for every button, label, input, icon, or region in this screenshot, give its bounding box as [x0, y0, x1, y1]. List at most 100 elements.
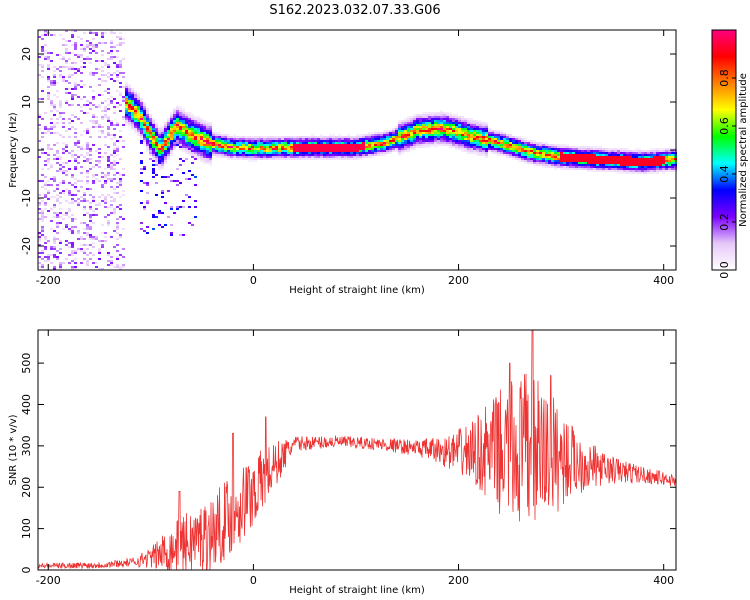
spectrogram-cell — [53, 256, 56, 258]
spectrogram-cell — [470, 144, 473, 146]
spectrogram-cell — [62, 192, 65, 194]
spectrogram-cell — [587, 168, 590, 170]
spectrogram-cell — [584, 162, 587, 164]
spectrogram-cell — [560, 154, 563, 156]
spectrogram-cell — [587, 158, 590, 160]
spectrogram-cell — [113, 174, 116, 176]
spectrogram-cell — [86, 262, 89, 264]
spectrogram-cell — [614, 170, 617, 172]
spectrogram-cell — [134, 96, 137, 98]
spectrogram-cell — [362, 138, 365, 140]
spectrogram-cell — [662, 156, 665, 158]
spectrogram-cell — [113, 164, 116, 166]
spectrogram-cell — [266, 144, 269, 146]
spectrogram-cell — [140, 152, 143, 154]
spectrogram-cell — [131, 102, 134, 104]
spectrogram-cell — [329, 138, 332, 140]
spectrogram-cell — [140, 134, 143, 136]
spectrogram-cell — [359, 144, 362, 146]
spectrogram-cell — [599, 162, 602, 164]
spectrogram-cell — [134, 114, 137, 116]
spectrogram-cell — [227, 144, 230, 146]
spectrogram-cell — [212, 136, 215, 138]
spectrogram-cell — [86, 100, 89, 102]
spectrogram-cell — [50, 104, 53, 106]
spectrogram-cell — [482, 154, 485, 156]
spectrogram-cell — [224, 144, 227, 146]
spectrogram-cell — [245, 152, 248, 154]
spectrogram-cell — [326, 150, 329, 152]
spectrogram-cell — [119, 92, 122, 94]
spectrogram-cell — [104, 206, 107, 208]
spectrogram-cell — [452, 116, 455, 118]
spectrogram-cell — [398, 154, 401, 156]
spectrogram-cell — [335, 140, 338, 142]
spectrogram-cell — [167, 124, 170, 126]
spectrogram-cell — [161, 192, 164, 194]
spectrogram-cell — [287, 146, 290, 148]
spectrogram-cell — [305, 156, 308, 158]
spectrogram-cell — [470, 132, 473, 134]
spectrogram-cell — [92, 116, 95, 118]
spectrogram-cell — [62, 170, 65, 172]
spectrogram-cell — [140, 162, 143, 164]
spectrogram-cell — [395, 144, 398, 146]
spectrogram-cell — [176, 184, 179, 186]
spectrogram-cell — [230, 148, 233, 150]
spectrogram-cell — [89, 86, 92, 88]
spectrogram-cell — [638, 150, 641, 152]
y-tick-label: 0 — [20, 147, 33, 154]
spectrogram-cell — [152, 128, 155, 130]
spectrogram-cell — [344, 140, 347, 142]
spectrogram-cell — [548, 166, 551, 168]
spectrogram-cell — [338, 136, 341, 138]
spectrogram-cell — [110, 180, 113, 182]
spectrogram-cell — [428, 146, 431, 148]
spectrogram-cell — [206, 160, 209, 162]
spectrogram-cell — [380, 138, 383, 140]
spectrogram-cell — [665, 168, 668, 170]
spectrogram-cell — [65, 170, 68, 172]
spectrogram-cell — [530, 142, 533, 144]
spectrogram-cell — [77, 204, 80, 206]
spectrogram-cell — [668, 150, 671, 152]
spectrogram-cell — [68, 68, 71, 70]
spectrogram-cell — [257, 152, 260, 154]
spectrogram-cell — [107, 254, 110, 256]
spectrogram-cell — [260, 146, 263, 148]
spectrogram-cell — [470, 148, 473, 150]
spectrogram-cell — [122, 228, 125, 230]
spectrogram-cell — [347, 158, 350, 160]
spectrogram-cell — [620, 164, 623, 166]
spectrogram-cell — [50, 254, 53, 256]
spectrogram-cell — [407, 124, 410, 126]
spectrogram-cell — [443, 132, 446, 134]
spectrogram-cell — [47, 160, 50, 162]
spectrogram-cell — [209, 124, 212, 126]
spectrogram-cell — [308, 138, 311, 140]
spectrogram-cell — [467, 144, 470, 146]
spectrogram-cell — [125, 108, 128, 110]
spectrogram-cell — [62, 262, 65, 264]
spectrogram-cell — [188, 178, 191, 180]
spectrogram-cell — [383, 134, 386, 136]
spectrogram-cell — [242, 158, 245, 160]
spectrogram-cell — [365, 156, 368, 158]
spectrogram-cell — [149, 132, 152, 134]
spectrogram-cell — [140, 130, 143, 132]
spectrogram-cell — [590, 166, 593, 168]
spectrogram-cell — [215, 144, 218, 146]
spectrogram-cell — [431, 114, 434, 116]
spectrogram-cell — [137, 106, 140, 108]
spectrogram-cell — [536, 164, 539, 166]
spectrogram-cell — [557, 152, 560, 154]
spectrogram-cell — [38, 36, 41, 38]
spectrogram-cell — [542, 144, 545, 146]
spectrogram-cell — [347, 148, 350, 150]
spectrogram-cell — [185, 144, 188, 146]
spectrogram-cell — [332, 152, 335, 154]
spectrogram-cell — [236, 142, 239, 144]
spectrogram-cell — [92, 44, 95, 46]
spectrogram-cell — [191, 174, 194, 176]
spectrogram-cell — [587, 170, 590, 172]
